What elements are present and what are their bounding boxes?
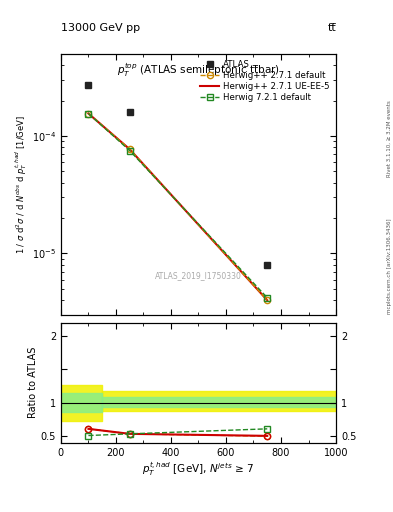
Herwig 7.2.1 default	[265, 294, 270, 301]
Herwig++ 2.7.1 UE-EE-5	[127, 146, 132, 152]
Text: Rivet 3.1.10, ≥ 3.2M events: Rivet 3.1.10, ≥ 3.2M events	[387, 100, 392, 177]
Herwig++ 2.7.1 UE-EE-5	[86, 111, 91, 117]
Y-axis label: Ratio to ATLAS: Ratio to ATLAS	[28, 347, 38, 418]
Herwig 7.2.1 default	[86, 111, 91, 117]
Legend: ATLAS, Herwig++ 2.7.1 default, Herwig++ 2.7.1 UE-EE-5, Herwig 7.2.1 default: ATLAS, Herwig++ 2.7.1 default, Herwig++ …	[198, 58, 332, 104]
Text: ATLAS_2019_I1750330: ATLAS_2019_I1750330	[155, 271, 242, 280]
Herwig++ 2.7.1 default	[265, 297, 270, 303]
ATLAS	[127, 109, 132, 115]
Text: 13000 GeV pp: 13000 GeV pp	[61, 23, 140, 33]
Line: Herwig++ 2.7.1 default: Herwig++ 2.7.1 default	[85, 111, 270, 303]
ATLAS	[265, 262, 270, 268]
Text: mcplots.cern.ch [arXiv:1306.3436]: mcplots.cern.ch [arXiv:1306.3436]	[387, 219, 392, 314]
X-axis label: $p_T^{t,had}$ [GeV], $N^{jets}$ ≥ 7: $p_T^{t,had}$ [GeV], $N^{jets}$ ≥ 7	[142, 460, 255, 478]
Herwig 7.2.1 default	[127, 147, 132, 154]
Text: $p_T^{top}$ (ATLAS semileptonic tt̅bar): $p_T^{top}$ (ATLAS semileptonic tt̅bar)	[117, 61, 280, 79]
Line: ATLAS: ATLAS	[85, 82, 270, 268]
Herwig++ 2.7.1 default	[127, 146, 132, 152]
Herwig++ 2.7.1 UE-EE-5	[265, 297, 270, 303]
Text: tt̅: tt̅	[327, 23, 336, 33]
Line: Herwig++ 2.7.1 UE-EE-5: Herwig++ 2.7.1 UE-EE-5	[88, 114, 267, 300]
ATLAS	[86, 82, 91, 88]
Y-axis label: 1 / $\sigma$ d$^2\sigma$ / d $N^{obs}$ d $p_T^{t,had}$ [1/GeV]: 1 / $\sigma$ d$^2\sigma$ / d $N^{obs}$ d…	[13, 115, 29, 254]
Line: Herwig 7.2.1 default: Herwig 7.2.1 default	[85, 111, 270, 301]
Herwig++ 2.7.1 default	[86, 111, 91, 117]
